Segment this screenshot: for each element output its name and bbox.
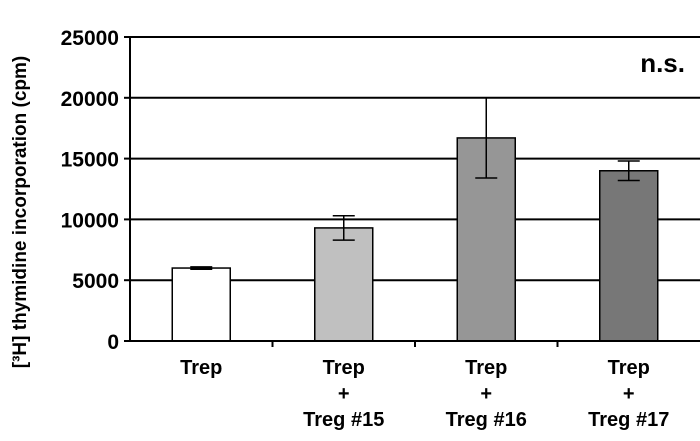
y-axis-label: [³H] thymidine incorporation (cpm) (10, 56, 31, 368)
y-tick-label: 25000 (61, 27, 119, 50)
x-tick-label: Treg #15 (303, 409, 384, 431)
y-tick-labels: 0 5000 10000 15000 20000 25000 (61, 27, 119, 354)
x-tick-label: + (338, 383, 350, 405)
y-tick-label: 15000 (61, 149, 119, 172)
axes (124, 36, 700, 347)
x-tick-label: Treg #17 (588, 409, 669, 431)
x-tick-label: + (623, 383, 635, 405)
y-tick-label: 20000 (61, 88, 119, 111)
y-tick-label: 5000 (72, 270, 119, 293)
x-tick-label: Trep (180, 357, 222, 379)
error-bars (190, 97, 640, 271)
y-tick-label: 10000 (61, 209, 119, 232)
x-tick-label: + (480, 383, 492, 405)
y-tick-label: 0 (107, 331, 119, 354)
x-tick-label: Treg #16 (446, 409, 527, 431)
bar (314, 227, 374, 342)
x-tick-label: Trep (608, 357, 650, 379)
bar (171, 267, 231, 342)
x-tick-label: Trep (323, 357, 365, 379)
bars (171, 137, 659, 342)
x-tick-label: Trep (465, 357, 507, 379)
bar (599, 170, 659, 342)
significance-annotation: n.s. (640, 48, 685, 78)
x-category-labels: Trep Trep + Treg #15 Trep + Treg #16 Trep + Treg … (180, 357, 669, 431)
